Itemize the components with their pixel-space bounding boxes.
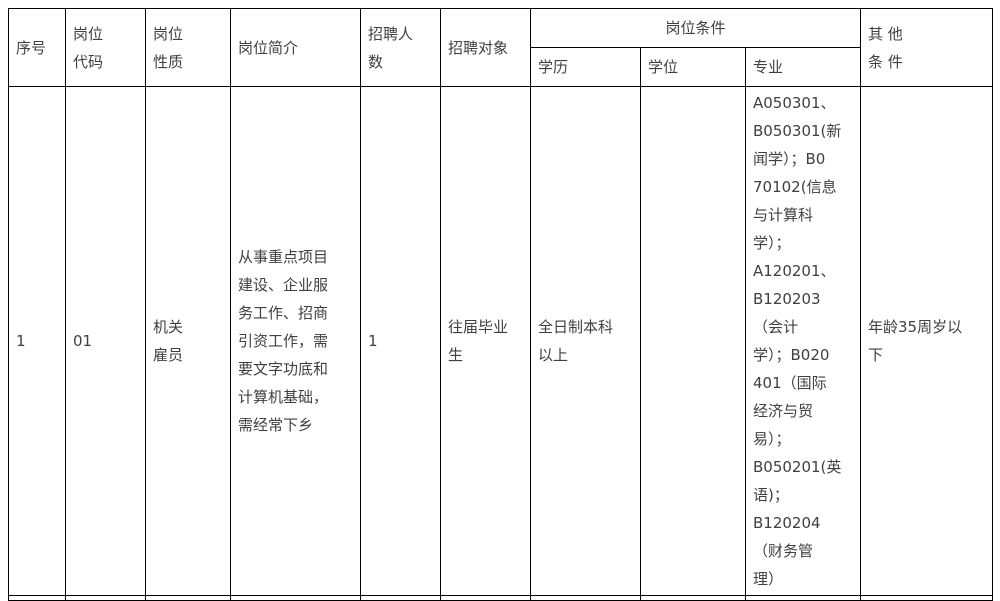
header-cell-gangwei-tiaojian: 岗位条件 [529,8,862,48]
header-cell-zhaopin-duixiang: 招聘对象 [440,8,531,87]
cell-empty [230,595,361,601]
cell-empty [8,595,66,601]
cell-empty [744,595,862,601]
cell-zhaopin-duixiang: 往届毕业 生 [440,86,531,596]
header-cell-gangwei-daima: 岗位 代码 [65,8,146,87]
header-cell-xuewei: 学位 [640,47,746,87]
cell-gangwei-daima: 01 [65,86,146,596]
header-cell-zhuanye: 专业 [744,47,862,87]
cell-qita-tiaojian: 年龄35周岁以 下 [860,86,994,596]
cell-empty [65,595,146,601]
cell-zhaopin-renshu: 1 [360,86,441,596]
header-cell-gangwei-jianjie: 岗位简介 [230,8,361,87]
recruitment-table: 序号 岗位 代码 岗位 性质 岗位简介 招聘人 数 招聘对象 岗位条件 其 他 … [8,8,994,601]
header-cell-qita-tiaojian: 其 他 条 件 [860,8,994,87]
cell-empty [530,595,641,601]
cell-empty [440,595,531,601]
header-row-2: 学历 学位 专业 [9,47,993,87]
cell-xuewei [640,86,746,596]
table-row-partial [8,595,994,601]
cell-empty [860,595,994,601]
header-cell-xuhao: 序号 [8,8,66,87]
cell-gangwei-xingzhi: 机关 雇员 [145,86,231,596]
cell-xuhao: 1 [8,86,66,596]
header-cell-gangwei-xingzhi: 岗位 性质 [145,8,231,87]
cell-gangwei-jianjie: 从事重点项目 建设、企业服 务工作、招商 引资工作，需 要文字功底和 计算机基础… [230,86,361,596]
header-row-1: 序号 岗位 代码 岗位 性质 岗位简介 招聘人 数 招聘对象 岗位条件 其 他 … [8,8,994,87]
cell-empty [360,595,441,601]
cell-zhuanye: A050301、 B050301(新 闻学）；B0 70102(信息 与计算科 … [744,86,862,596]
cell-empty [640,595,746,601]
cell-empty [145,595,231,601]
header-cell-zhaopin-renshu: 招聘人 数 [360,8,441,87]
table-row: 1 01 机关 雇员 从事重点项目 建设、企业服 务工作、招商 引资工作，需 要… [8,86,994,596]
cell-xueli: 全日制本科 以上 [530,86,641,596]
header-cell-xueli: 学历 [530,47,641,87]
